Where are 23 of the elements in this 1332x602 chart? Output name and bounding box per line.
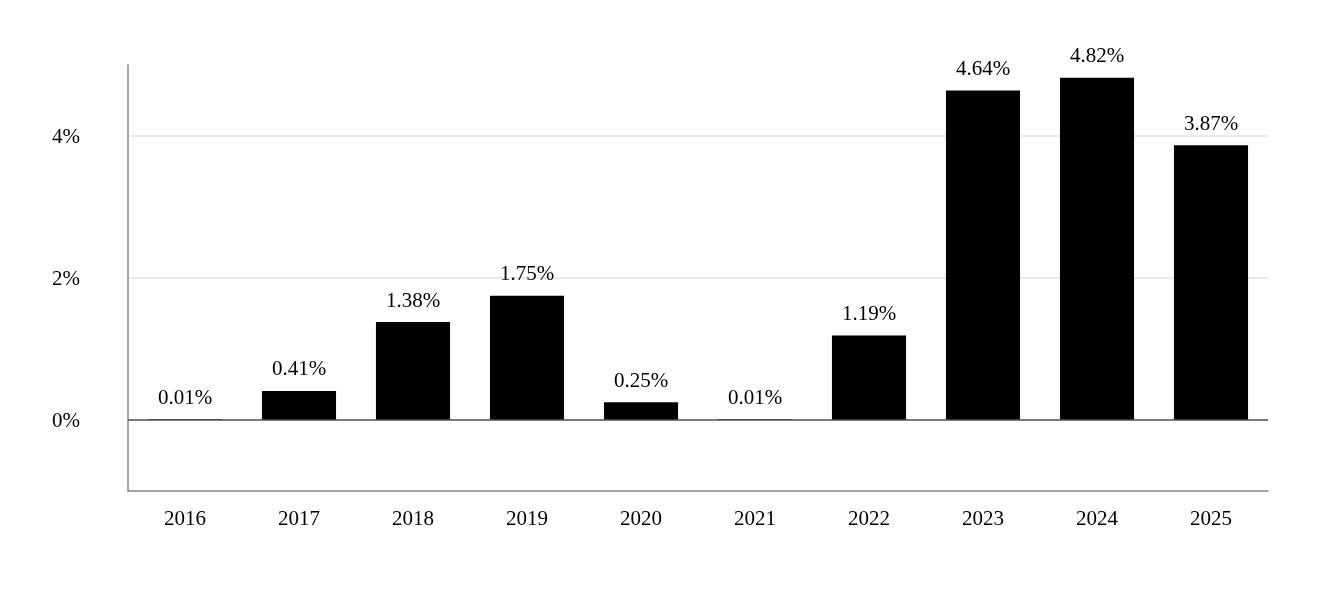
x-tick-label: 2025 (1190, 505, 1232, 530)
y-tick-label: 0% (52, 408, 80, 432)
data-label: 4.64% (955, 56, 1011, 81)
data-label: 1.75% (499, 261, 555, 286)
data-label: 0.01% (727, 384, 783, 409)
x-tick-label: 2021 (734, 505, 776, 530)
x-tick-label: 2017 (278, 505, 320, 530)
data-label: 3.87% (1183, 110, 1239, 135)
data-label: 1.19% (841, 301, 897, 326)
x-tick-label: 2023 (962, 505, 1004, 530)
x-tick-label: 2022 (848, 505, 890, 530)
y-tick-label: 2% (52, 266, 80, 290)
data-label: 0.01% (157, 384, 213, 409)
data-label: 1.38% (385, 287, 441, 312)
x-tick-label: 2016 (164, 505, 206, 530)
data-label: 4.82% (1069, 43, 1125, 68)
data-label: 0.25% (613, 367, 669, 392)
data-label: 0.41% (271, 356, 327, 381)
x-tick-label: 2019 (506, 505, 548, 530)
y-tick-label: 4% (52, 124, 80, 148)
x-tick-label: 2020 (620, 505, 662, 530)
x-tick-label: 2018 (392, 505, 434, 530)
x-tick-label: 2024 (1076, 505, 1119, 530)
